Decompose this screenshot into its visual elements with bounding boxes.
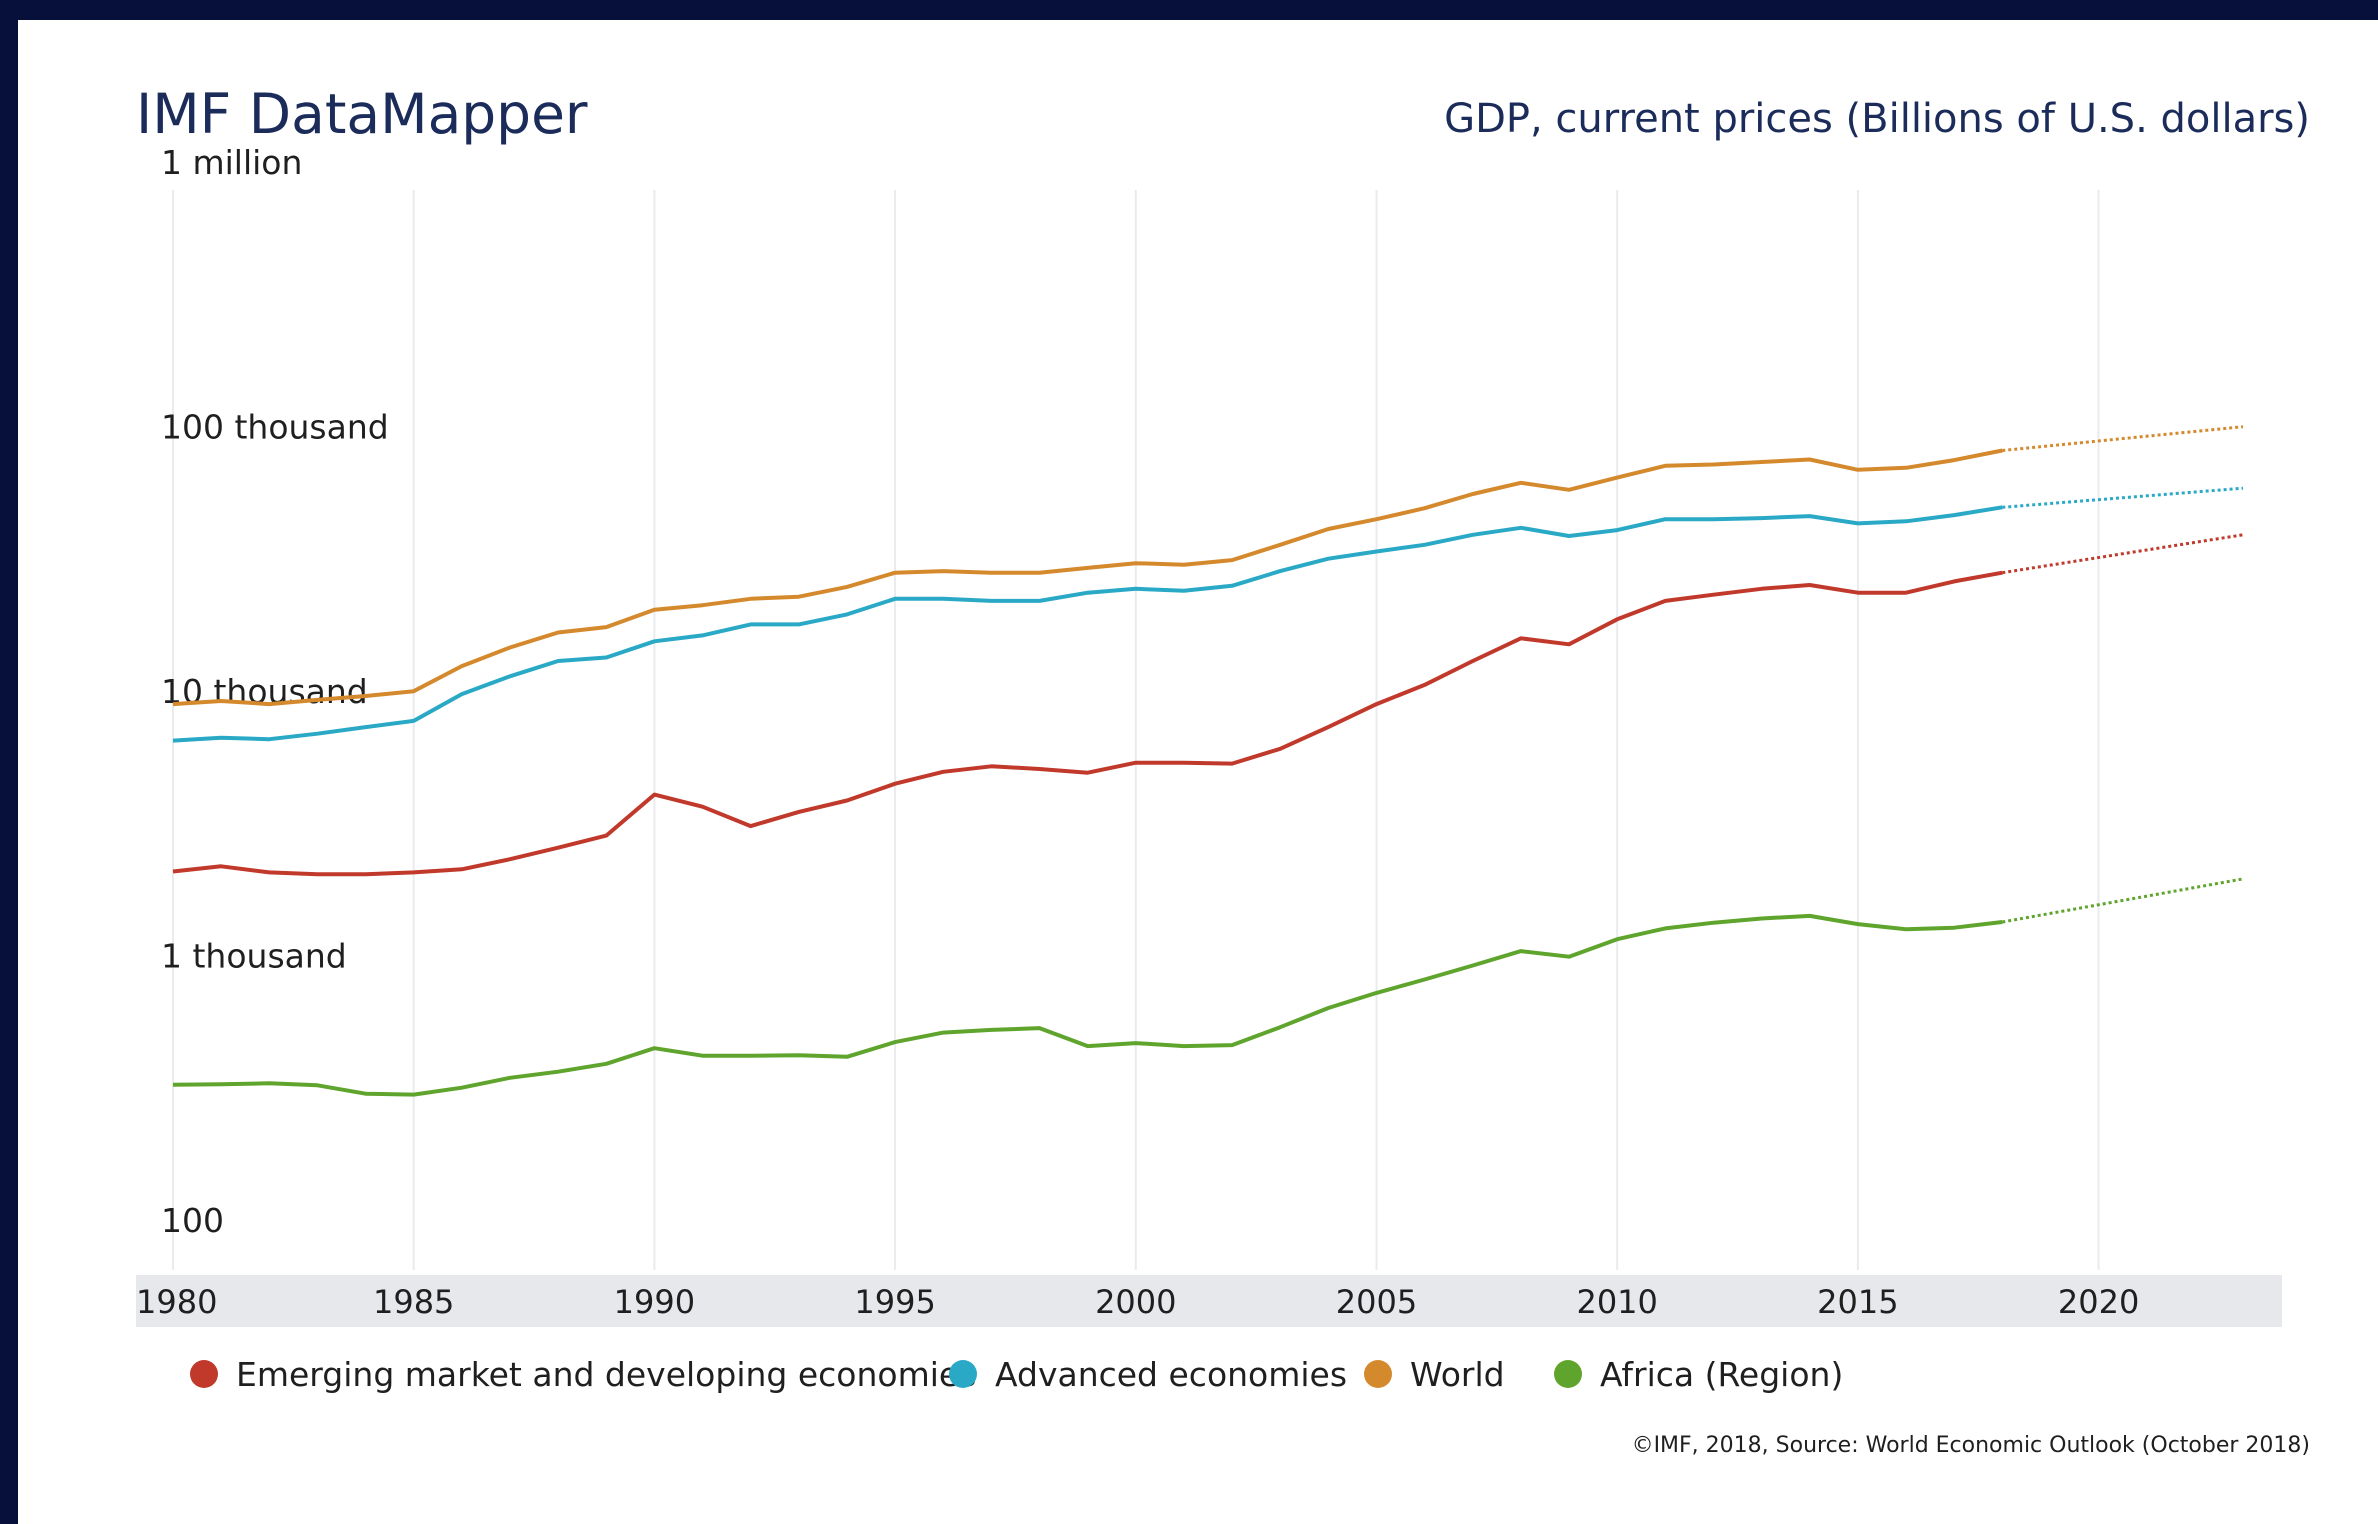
x-axis-band (136, 1275, 2282, 1327)
legend-swatch (1554, 1360, 1582, 1388)
y-tick-label: 100 (161, 1201, 224, 1240)
brand-title: IMF DataMapper (136, 82, 588, 146)
indicator-title: GDP, current prices (Billions of U.S. do… (1444, 96, 2310, 142)
x-tick-label: 2015 (1817, 1283, 1898, 1321)
legend-item[interactable]: Africa (Region) (1554, 1355, 1843, 1394)
y-tick-label: 1 million (161, 143, 302, 182)
legend-label: World (1410, 1355, 1505, 1394)
series-line-africa-region (172, 913, 2003, 1097)
series-projection-world (2002, 425, 2244, 452)
legend-item[interactable]: Advanced economies (949, 1355, 1347, 1394)
series-line-world (172, 448, 2003, 707)
legend-swatch (190, 1360, 218, 1388)
legend-item[interactable]: World (1364, 1355, 1505, 1394)
series-line-advanced-economies (172, 505, 2003, 743)
legend: Emerging market and developing economies… (190, 1355, 1843, 1394)
x-axis: 1980 1985 1990 1995 2000 2005 2010 2015 2020 (136, 1275, 2282, 1327)
chart-canvas: IMF DataMapper GDP, current prices (Bill… (136, 82, 2310, 1458)
vertical-gridlines (172, 190, 2100, 1270)
legend-item[interactable]: Emerging market and developing economies (190, 1355, 976, 1394)
chart-panel: IMF DataMapper GDP, current prices (Bill… (18, 20, 2378, 1524)
x-tick-label: 1990 (614, 1283, 695, 1321)
series-projection-africa-region (2002, 877, 2244, 924)
series-lines (172, 425, 2244, 1097)
x-tick-label: 2005 (1336, 1283, 1417, 1321)
legend-swatch (1364, 1360, 1392, 1388)
x-tick-label: 1995 (854, 1283, 935, 1321)
source-credit: ©IMF, 2018, Source: World Economic Outlo… (1632, 1433, 2310, 1458)
y-tick-label: 1 thousand (161, 937, 347, 976)
x-tick-label: 2020 (2058, 1283, 2139, 1321)
series-projection-advanced-economies (2002, 486, 2244, 509)
x-tick-label: 2000 (1095, 1283, 1176, 1321)
legend-label: Advanced economies (995, 1355, 1347, 1394)
series-projection-emerging-market-and-developing-economies (2002, 533, 2244, 575)
legend-label: Emerging market and developing economies (236, 1355, 976, 1394)
legend-label: Africa (Region) (1600, 1355, 1843, 1394)
x-tick-label: 2010 (1576, 1283, 1657, 1321)
y-tick-label: 100 thousand (161, 408, 389, 447)
legend-swatch (949, 1360, 977, 1388)
x-tick-label: 1985 (373, 1283, 454, 1321)
series-line-emerging-market-and-developing-economies (172, 570, 2003, 877)
x-tick-label: 1980 (136, 1283, 217, 1321)
